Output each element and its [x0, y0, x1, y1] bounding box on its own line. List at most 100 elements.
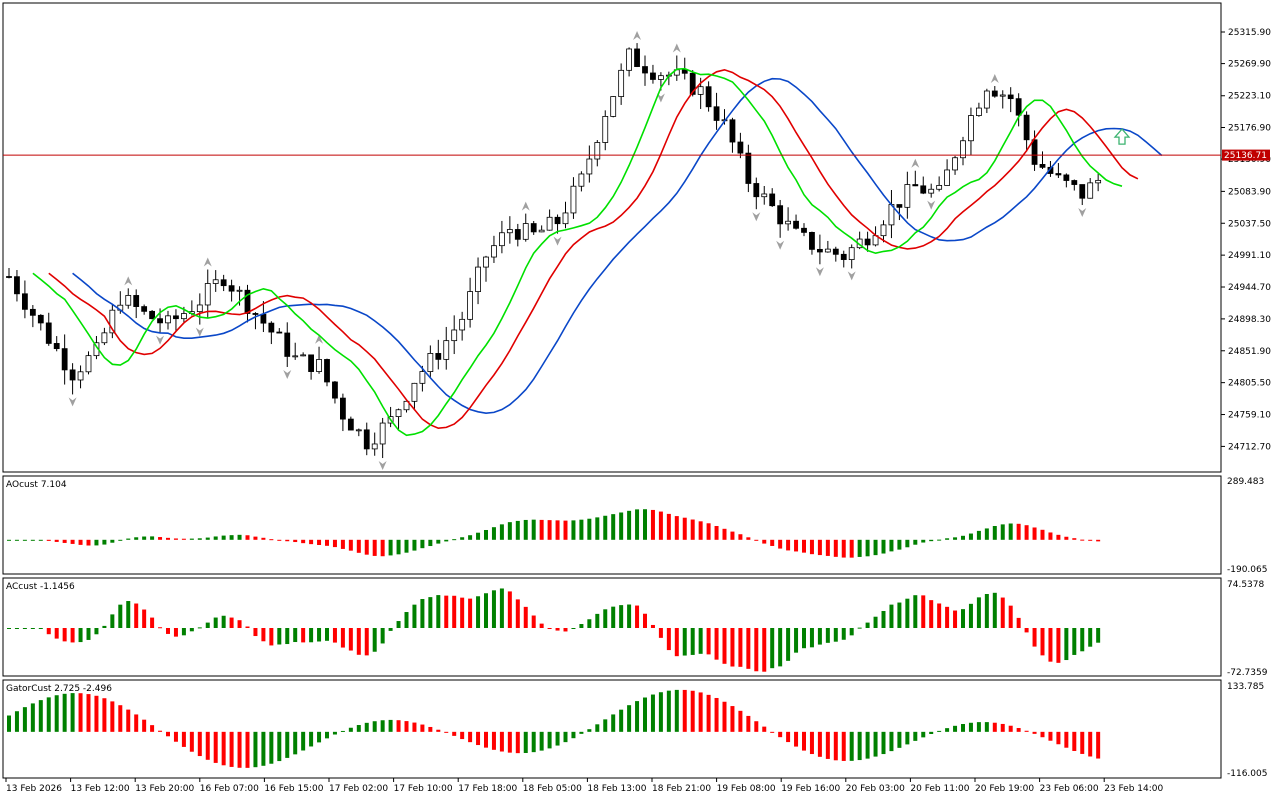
candle-body — [260, 313, 267, 324]
candle-body — [896, 204, 903, 208]
candle-body — [522, 223, 529, 240]
histogram-bar — [984, 594, 989, 628]
histogram-bar — [309, 628, 314, 643]
histogram-bar — [142, 609, 147, 628]
histogram-bar — [340, 628, 345, 648]
histogram-bar — [1088, 731, 1093, 757]
histogram-bar — [261, 731, 266, 766]
fractal-down-marker — [156, 335, 165, 345]
histogram-bar — [356, 725, 361, 732]
ac-histogram — [7, 588, 1101, 672]
histogram-bar — [22, 539, 27, 541]
histogram-bar — [658, 692, 663, 732]
histogram-bar — [102, 698, 107, 732]
histogram-bar — [499, 588, 504, 628]
candle-body — [196, 304, 203, 313]
histogram-bar — [802, 628, 806, 649]
histogram-bar — [643, 509, 647, 540]
histogram-bar — [507, 731, 512, 753]
histogram-bar — [778, 628, 783, 667]
candle-body — [1095, 179, 1102, 184]
candle-body — [689, 72, 696, 95]
candle-body — [125, 295, 132, 306]
histogram-bar — [1072, 538, 1077, 540]
histogram-bar — [913, 595, 918, 628]
fractal-up-marker — [911, 158, 920, 168]
main-price-panel[interactable] — [2, 2, 1222, 473]
histogram-bar — [285, 628, 290, 645]
time-tick-label: 19 Feb 08:00 — [717, 784, 776, 794]
histogram-bar — [579, 731, 584, 734]
histogram-bar — [309, 539, 314, 545]
candle-body — [395, 409, 402, 418]
histogram-bar — [794, 539, 799, 552]
histogram-bar — [976, 722, 981, 732]
histogram-bar — [142, 536, 147, 540]
histogram-bar — [1096, 731, 1101, 759]
histogram-bar — [786, 539, 791, 551]
candle-body — [53, 343, 60, 350]
fractal-down-marker — [815, 267, 824, 277]
candle-body — [498, 232, 505, 247]
histogram-bar — [62, 693, 67, 732]
candle-body — [45, 322, 52, 344]
histogram-bar — [857, 539, 862, 557]
price-plot — [6, 31, 1163, 471]
ao-axis-min: -190.065 — [1227, 565, 1267, 575]
histogram-bar — [849, 731, 854, 761]
histogram-bar — [611, 714, 616, 732]
histogram-bar — [197, 627, 202, 629]
histogram-bar — [1032, 527, 1037, 540]
price-tick-label: 25269.90 — [1228, 60, 1271, 70]
histogram-bar — [523, 519, 528, 540]
histogram-bar — [531, 731, 536, 753]
histogram-bar — [150, 536, 155, 540]
candle-body — [427, 353, 434, 372]
candle-body — [141, 306, 148, 312]
histogram-bar — [158, 537, 163, 540]
histogram-bar — [317, 539, 322, 546]
histogram-bar — [22, 707, 27, 732]
histogram-bar — [714, 697, 719, 732]
histogram-bar — [213, 536, 218, 540]
histogram-bar — [754, 539, 759, 541]
time-tick-label: 13 Feb 12:00 — [71, 784, 130, 794]
histogram-bar — [1080, 731, 1085, 754]
histogram-bar — [1016, 728, 1021, 732]
candle-body — [491, 245, 497, 258]
histogram-bar — [126, 601, 131, 628]
histogram-bar — [968, 722, 973, 732]
histogram-bar — [158, 627, 163, 629]
current-price-label-bg — [1222, 149, 1270, 161]
histogram-bar — [189, 628, 194, 632]
histogram-bar — [1040, 731, 1045, 738]
candle-body — [745, 152, 752, 184]
candle-body — [109, 309, 116, 334]
histogram-bar — [348, 628, 353, 651]
histogram-bar — [1080, 628, 1085, 652]
histogram-bar — [786, 731, 791, 743]
time-tick-label: 13 Feb 20:00 — [135, 784, 194, 794]
histogram-bar — [778, 731, 783, 738]
histogram-bar — [14, 539, 19, 541]
histogram-bar — [833, 731, 838, 761]
histogram-bar — [364, 628, 369, 656]
histogram-bar — [762, 628, 767, 672]
histogram-bar — [929, 600, 934, 628]
candle-body — [880, 224, 887, 237]
histogram-bar — [436, 539, 441, 544]
histogram-bar — [619, 605, 624, 628]
candle-body — [133, 295, 140, 307]
candle-body — [37, 314, 44, 324]
histogram-bar — [134, 603, 139, 628]
candle-body — [443, 340, 450, 360]
candle-body — [212, 279, 219, 284]
candle-body — [562, 212, 569, 225]
histogram-bar — [261, 537, 266, 540]
ac-axis-max: 74.5378 — [1227, 580, 1264, 590]
price-axis: 25315.9025269.9025223.1025176.9025130.90… — [1221, 28, 1271, 452]
histogram-bar — [30, 703, 35, 732]
histogram-bar — [38, 700, 43, 732]
histogram-bar — [674, 628, 679, 657]
